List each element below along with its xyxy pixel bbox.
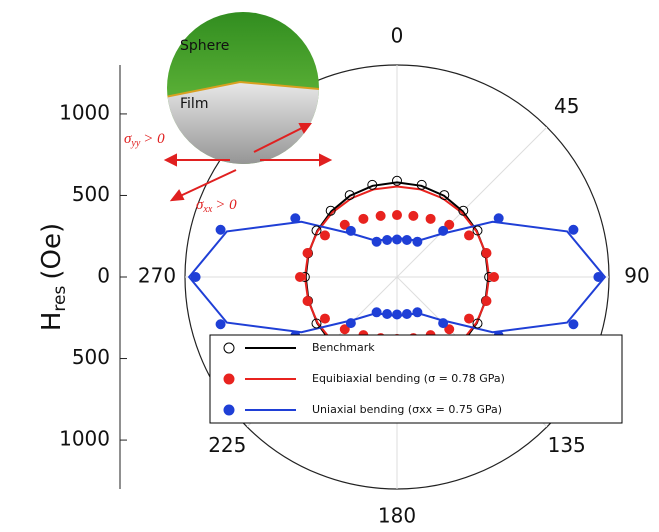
marker [383,235,392,244]
marker [413,308,422,317]
angle-label: 90 [624,264,649,288]
marker [482,296,491,305]
marker [465,231,474,240]
marker [372,308,381,317]
marker [346,319,355,328]
marker [291,214,300,223]
marker [216,225,225,234]
y-label-main: H [37,312,67,332]
inset: Sphere Film [160,5,330,175]
marker [594,273,603,282]
y-tick-label: 1000 [59,427,110,451]
annotation-sub: yy [130,138,140,149]
inset-label: Sphere [180,38,229,54]
annotation-text: > 0 [215,197,237,213]
y-tick-label: 500 [72,182,110,206]
marker [402,235,411,244]
marker [346,226,355,235]
marker [439,319,448,328]
legend-label: Uniaxial bending (σxx = 0.75 GPa) [312,403,502,416]
marker [383,310,392,319]
angle-label: 225 [208,433,246,457]
marker [409,211,418,220]
marker [426,214,435,223]
marker [490,273,499,282]
angle-label: 45 [554,94,579,118]
marker [402,310,411,319]
marker [320,314,329,323]
y-tick-label: 500 [72,345,110,369]
marker [191,273,200,282]
legend-marker [224,405,234,415]
marker [494,214,503,223]
y-label-unit: (Oe) [37,223,67,280]
legend-marker [224,374,234,384]
marker [439,226,448,235]
annotation-text: > 0 [143,131,165,147]
y-tick-label: 1000 [59,100,110,124]
angle-label: 0 [391,24,404,48]
legend: Benchmark Equibiaxial bending (σ = 0.78 G… [210,335,622,423]
y-tick-label: 0 [97,264,110,288]
angle-label: 180 [378,504,416,528]
marker [320,231,329,240]
marker [393,310,402,319]
annotation: σyy> 0 [124,131,165,149]
annotation: σxx> 0 [196,197,237,215]
inset-label: Film [180,96,208,112]
y-label-sub: res [50,285,70,311]
marker [376,211,385,220]
marker [372,237,381,246]
angle-label: 135 [548,433,586,457]
legend-label: Benchmark [312,341,375,354]
grid: 0 45 90 135 180 225 270 1000 500 0 500 1000 [59,24,650,528]
marker [295,273,304,282]
spoke [397,127,547,277]
annotation-sub: xx [202,204,212,215]
marker [216,320,225,329]
marker [482,249,491,258]
legend-label: Equibiaxial bending (σ = 0.78 GPa) [312,372,505,385]
marker [413,237,422,246]
marker [393,235,402,244]
angle-label: 270 [138,264,176,288]
marker [303,249,312,258]
marker [569,320,578,329]
marker [465,314,474,323]
y-axis-label: Hres (Oe) [37,223,71,331]
marker [359,214,368,223]
marker [569,225,578,234]
marker [393,211,402,220]
chart: 0 45 90 135 180 225 270 1000 500 0 500 1000 Sphere … [0,0,659,532]
marker [303,296,312,305]
